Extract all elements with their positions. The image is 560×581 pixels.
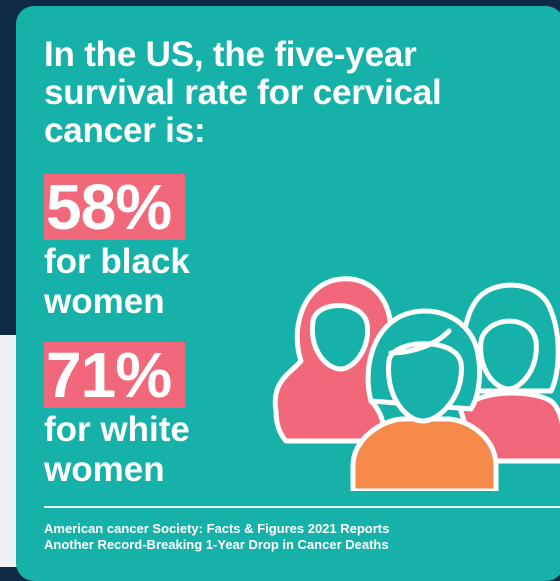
source-line: American cancer Society: Facts & Figures… xyxy=(44,521,390,536)
stat-black-women: 58% for black women xyxy=(44,174,264,322)
stat-description-line: for black xyxy=(44,242,190,281)
woman-short-hair-icon xyxy=(350,308,499,491)
divider xyxy=(44,506,560,508)
stat-description: for white women xyxy=(44,410,264,490)
headline-line: In the US, the five-year xyxy=(44,35,417,74)
stat-description-line: for white xyxy=(44,410,190,449)
stat-description: for black women xyxy=(44,242,264,322)
infographic-card: In the US, the five-year survival rate f… xyxy=(16,6,560,581)
stat-percentage: 71% xyxy=(44,342,186,408)
stat-white-women: 71% for white women xyxy=(44,342,264,490)
women-illustration xyxy=(272,276,560,491)
stat-description-line: women xyxy=(44,450,165,489)
headline-line: survival rate for cervical xyxy=(44,73,442,112)
source-line: Another Record-Breaking 1-Year Drop in C… xyxy=(44,537,389,552)
stat-description-line: women xyxy=(44,282,165,321)
woman-headscarf-icon xyxy=(272,276,394,444)
headline: In the US, the five-year survival rate f… xyxy=(44,36,484,150)
source-citation: American cancer Society: Facts & Figures… xyxy=(44,521,544,553)
headline-line: cancer is: xyxy=(44,111,206,150)
stat-percentage: 58% xyxy=(44,174,186,240)
